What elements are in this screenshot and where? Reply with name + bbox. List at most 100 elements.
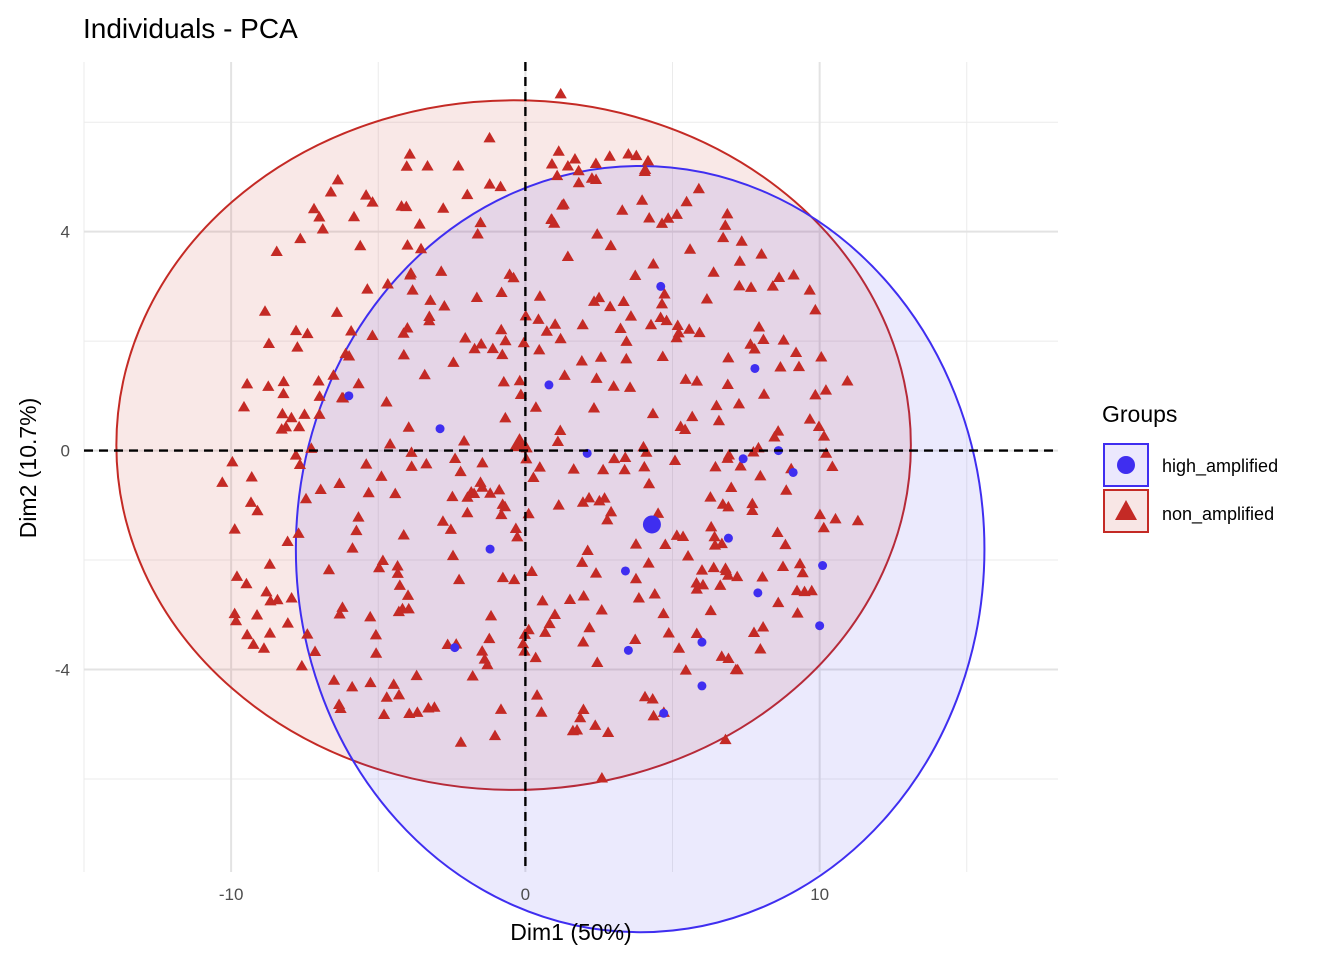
point-non-amplified <box>459 331 472 343</box>
point-non-amplified <box>629 572 643 584</box>
point-non-amplified <box>481 658 494 670</box>
point-non-amplified <box>708 539 722 550</box>
point-non-amplified <box>662 626 675 638</box>
point-non-amplified <box>766 280 779 291</box>
point-non-amplified <box>540 325 553 336</box>
point-non-amplified <box>364 676 377 688</box>
point-non-amplified <box>508 573 521 585</box>
point-non-amplified <box>392 605 405 617</box>
point-non-amplified <box>707 266 720 277</box>
point-non-amplified <box>228 523 241 534</box>
point-non-amplified <box>493 483 506 495</box>
point-non-amplified <box>391 560 404 571</box>
point-non-amplified <box>561 159 574 171</box>
point-non-amplified <box>461 506 474 518</box>
point-non-amplified <box>402 421 415 432</box>
point-non-amplified <box>466 670 479 681</box>
point-non-amplified <box>809 303 822 315</box>
point-non-amplified <box>336 601 349 612</box>
point-non-amplified <box>817 521 830 533</box>
point-non-amplified <box>295 659 308 671</box>
point-non-amplified <box>637 440 650 452</box>
point-non-amplified <box>364 610 377 622</box>
point-non-amplified <box>668 454 682 466</box>
point-non-amplified <box>595 771 608 783</box>
data-points <box>216 87 864 783</box>
point-non-amplified <box>216 476 229 487</box>
point-non-amplified <box>361 283 374 294</box>
point-non-amplified <box>774 361 787 372</box>
x-tick-label: -10 <box>219 885 244 904</box>
point-non-amplified <box>642 477 656 489</box>
point-non-amplified <box>276 407 289 419</box>
point-non-amplified <box>535 706 548 717</box>
point-non-amplified <box>277 375 290 387</box>
point-non-amplified <box>424 294 437 305</box>
point-non-amplified <box>549 318 562 329</box>
point-non-amplified <box>638 460 651 472</box>
point-non-amplified <box>695 564 709 575</box>
point-non-amplified <box>533 343 546 355</box>
point-high-amplified <box>344 391 354 401</box>
point-non-amplified <box>263 627 277 638</box>
point-non-amplified <box>354 239 367 251</box>
point-non-amplified <box>614 322 627 333</box>
point-non-amplified <box>230 570 244 581</box>
point-non-amplified <box>277 387 290 399</box>
point-non-amplified <box>376 554 389 565</box>
point-non-amplified <box>509 522 522 533</box>
point-non-amplified <box>387 678 400 689</box>
point-non-amplified <box>418 368 431 380</box>
x-axis-title: Dim1 (50%) <box>510 919 631 945</box>
point-non-amplified <box>237 400 251 412</box>
point-non-amplified <box>380 395 393 407</box>
point-non-amplified <box>327 369 340 380</box>
point-non-amplified <box>499 411 512 423</box>
point-non-amplified <box>776 560 790 571</box>
point-non-amplified <box>624 310 638 321</box>
point-non-amplified <box>773 271 786 282</box>
point-non-amplified <box>589 719 602 730</box>
point-non-amplified <box>350 524 363 536</box>
point-non-amplified <box>444 523 457 534</box>
point-non-amplified <box>360 458 373 469</box>
point-non-amplified <box>587 402 601 413</box>
point-non-amplified <box>330 306 344 317</box>
point-non-amplified <box>298 408 311 419</box>
point-high-amplified <box>753 588 763 598</box>
point-non-amplified <box>421 160 434 171</box>
point-non-amplified <box>533 290 546 301</box>
point-non-amplified <box>756 570 769 582</box>
point-non-amplified <box>316 223 329 234</box>
point-non-amplified <box>438 299 451 311</box>
point-non-amplified <box>679 664 692 675</box>
point-non-amplified <box>720 564 733 576</box>
y-tick-label: 4 <box>61 223 70 242</box>
point-non-amplified <box>483 131 496 143</box>
point-non-amplified <box>476 645 489 656</box>
point-non-amplified <box>722 351 735 363</box>
point-non-amplified <box>566 724 579 736</box>
point-non-amplified <box>333 607 346 619</box>
legend-title: Groups <box>1102 401 1177 427</box>
point-non-amplified <box>619 451 632 463</box>
point-non-amplified <box>539 626 552 637</box>
point-non-amplified <box>373 561 386 573</box>
point-non-amplified <box>721 207 734 219</box>
point-non-amplified <box>457 435 471 446</box>
point-non-amplified <box>704 604 717 616</box>
point-non-amplified <box>719 733 732 745</box>
point-non-amplified <box>453 573 466 585</box>
point-non-amplified <box>289 449 302 460</box>
point-non-amplified <box>603 150 616 161</box>
point-non-amplified <box>281 535 294 546</box>
point-non-amplified <box>638 690 652 702</box>
point-non-amplified <box>591 656 604 667</box>
point-non-amplified <box>622 148 635 159</box>
point-non-amplified <box>670 208 683 219</box>
point-non-amplified <box>589 173 603 185</box>
point-non-amplified <box>692 182 705 194</box>
point-high-amplified <box>659 708 669 718</box>
point-non-amplified <box>744 281 758 292</box>
